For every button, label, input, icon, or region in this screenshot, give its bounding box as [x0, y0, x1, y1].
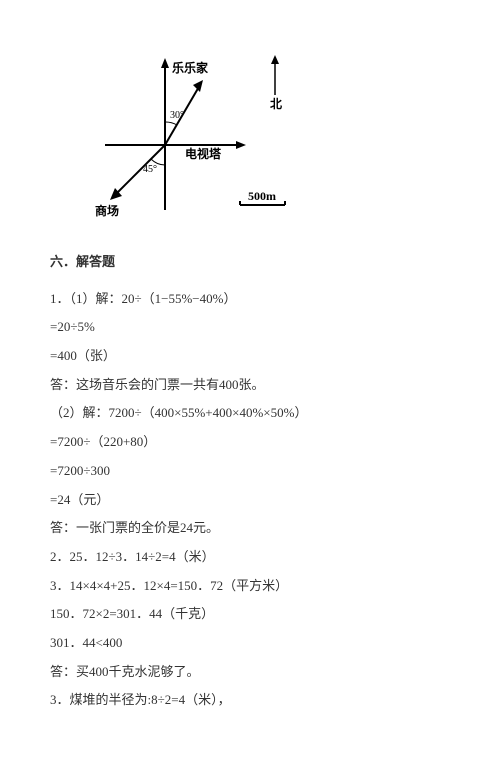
diagram-svg: 北 乐乐家 电视塔 商场 30° 45° 500m — [90, 50, 310, 230]
solution-line: 答：这场音乐会的门票一共有400张。 — [50, 373, 450, 398]
north-label: 北 — [270, 96, 282, 111]
tower-label: 电视塔 — [185, 146, 222, 161]
solution-line: =7200÷（220+80） — [50, 430, 450, 455]
solution-line: （2）解：7200÷（400×55%+400×40%×50%） — [50, 401, 450, 426]
solution-line: 301．44<400 — [50, 631, 450, 656]
solution-line: =20÷5% — [50, 315, 450, 340]
solution-line: 2．25．12÷3．14÷2=4（米） — [50, 545, 450, 570]
solution-line: 答：买400千克水泥够了。 — [50, 660, 450, 685]
solution-line: 3．煤堆的半径为:8÷2=4（米）， — [50, 688, 450, 713]
solution-line: 150．72×2=301．44（千克） — [50, 602, 450, 627]
angle2-label: 45° — [143, 164, 157, 175]
section-title: 六．解答题 — [50, 250, 450, 275]
solution-line: 3．14×4×4+25．12×4=150．72（平方米） — [50, 574, 450, 599]
solution-line: 1．（1）解：20÷（1−55%−40%） — [50, 287, 450, 312]
solution-line: =400（张） — [50, 344, 450, 369]
angle1-label: 30° — [170, 110, 184, 121]
compass-diagram: 北 乐乐家 电视塔 商场 30° 45° 500m — [90, 50, 310, 230]
mall-label: 商场 — [95, 203, 119, 218]
solution-line: =7200÷300 — [50, 459, 450, 484]
solution-line: =24（元） — [50, 488, 450, 513]
scale-label: 500m — [248, 189, 276, 203]
solution-line: 答：一张门票的全价是24元。 — [50, 516, 450, 541]
home-label: 乐乐家 — [172, 60, 209, 75]
